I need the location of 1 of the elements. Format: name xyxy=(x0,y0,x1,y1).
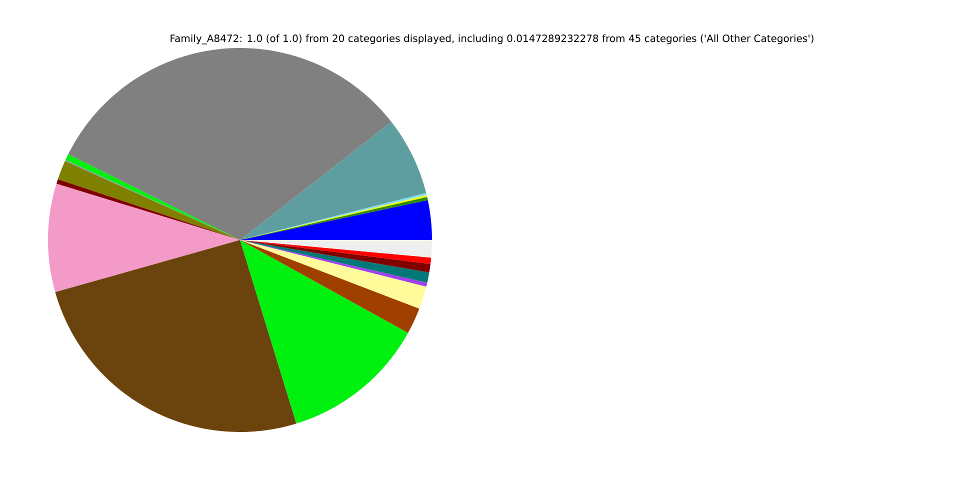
text: Family_A8472: 1.0 (of 1.0) from 20 categories displayed, including 0.0147289232278 from 45 categories ('All Other Categories') xyxy=(170,34,814,44)
